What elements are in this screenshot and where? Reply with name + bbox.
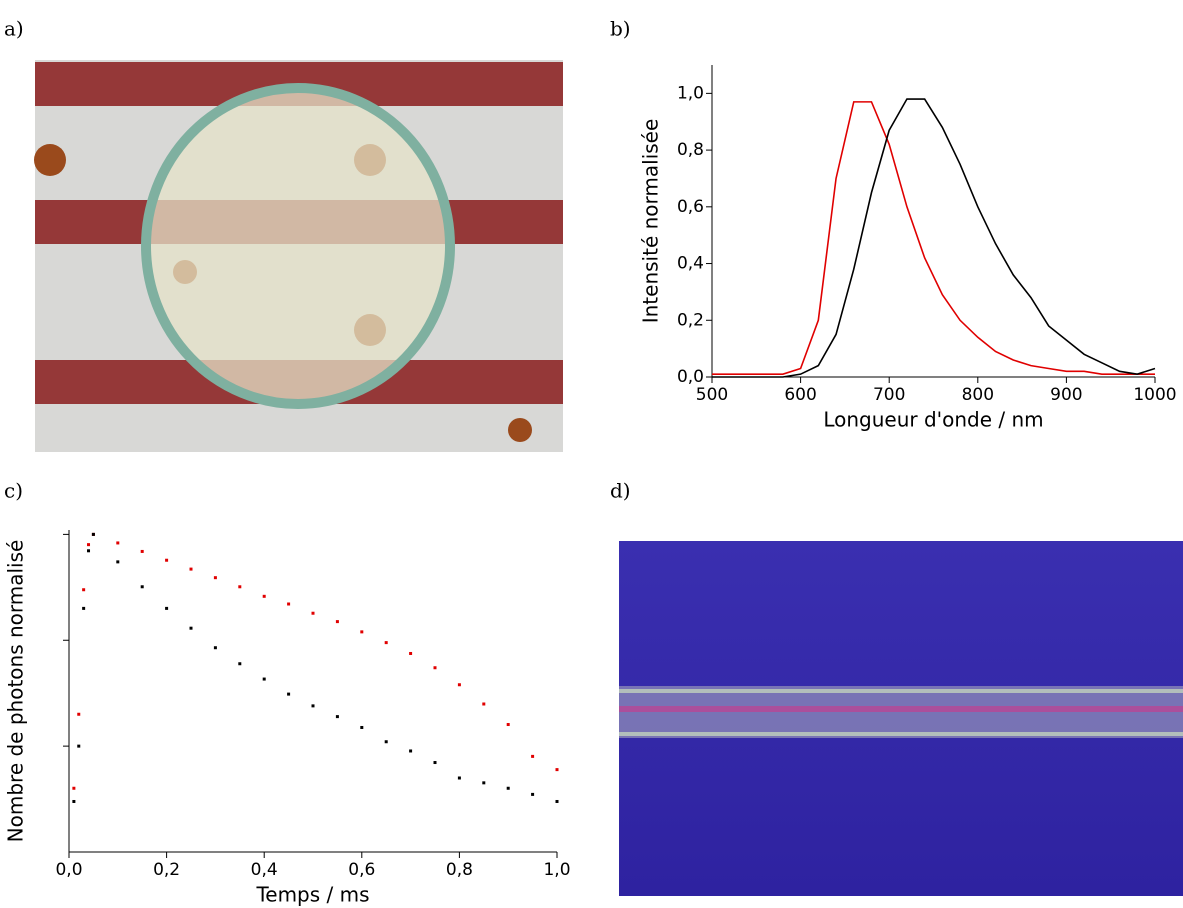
point [213,576,217,580]
photo-petri-dish [34,60,563,452]
point [384,641,388,645]
point [116,560,120,564]
panel-label: b) [610,17,631,41]
point [287,692,291,696]
x-tick-label: 0,8 [446,860,473,880]
point [189,626,193,630]
x-tick-label: 600 [784,385,816,405]
point [433,666,437,670]
point [72,799,76,803]
panel-label: a) [4,17,24,41]
point [77,712,81,716]
point [409,651,413,655]
x-axis-label: Temps / ms [255,883,369,907]
point [506,786,510,790]
x-tick-label: 500 [696,385,728,405]
point [165,558,169,562]
point [165,606,169,610]
x-tick-label: 900 [1050,385,1082,405]
x-tick-label: 1000 [1133,385,1176,405]
photo-fiber [619,541,1183,896]
point [457,776,461,780]
y-tick-label: 1,0 [677,83,704,103]
line [712,101,1155,375]
x-tick-label: 0,4 [251,860,278,880]
point [87,549,91,553]
y-tick-label: 0,4 [677,254,704,274]
point [433,761,437,765]
line [712,98,1156,378]
point [140,549,144,553]
point [506,723,510,727]
y-tick-label: 0,2 [677,310,704,330]
point [238,585,242,589]
point [82,606,86,610]
point [287,602,291,606]
point [238,662,242,666]
point [77,744,81,748]
point [409,749,413,753]
point [311,611,315,615]
point [140,585,144,589]
x-tick-label: 0,2 [153,860,180,880]
y-axis-label: Nombre de photons normalisé [4,540,28,843]
point [384,740,388,744]
point [91,532,95,536]
x-axis-label: Longueur d'onde / nm [823,408,1043,432]
point [360,725,364,729]
point [213,646,217,650]
point [555,768,559,772]
point [116,541,120,545]
point [531,792,535,796]
point [531,754,535,758]
panel-label: d) [610,479,631,503]
point [87,543,91,547]
x-tick-label: 700 [873,385,905,405]
x-tick-label: 0,0 [55,860,82,880]
point [262,594,266,598]
point [311,704,315,708]
x-tick-label: 1,0 [543,860,570,880]
point [482,781,486,785]
point [360,630,364,634]
point [189,567,193,571]
point [72,786,76,790]
x-tick-label: 0,6 [348,860,375,880]
point [555,799,559,803]
y-tick-label: 0,0 [677,367,704,387]
point [335,715,339,719]
panel-label: c) [4,479,23,503]
y-tick-label: 0,6 [677,197,704,217]
x-tick-label: 800 [962,385,994,405]
point [457,683,461,687]
y-tick-label: 0,8 [677,140,704,160]
point [82,588,86,592]
point [262,677,266,681]
y-axis-label: Intensité normalisée [639,119,663,324]
point [482,702,486,706]
point [335,620,339,624]
